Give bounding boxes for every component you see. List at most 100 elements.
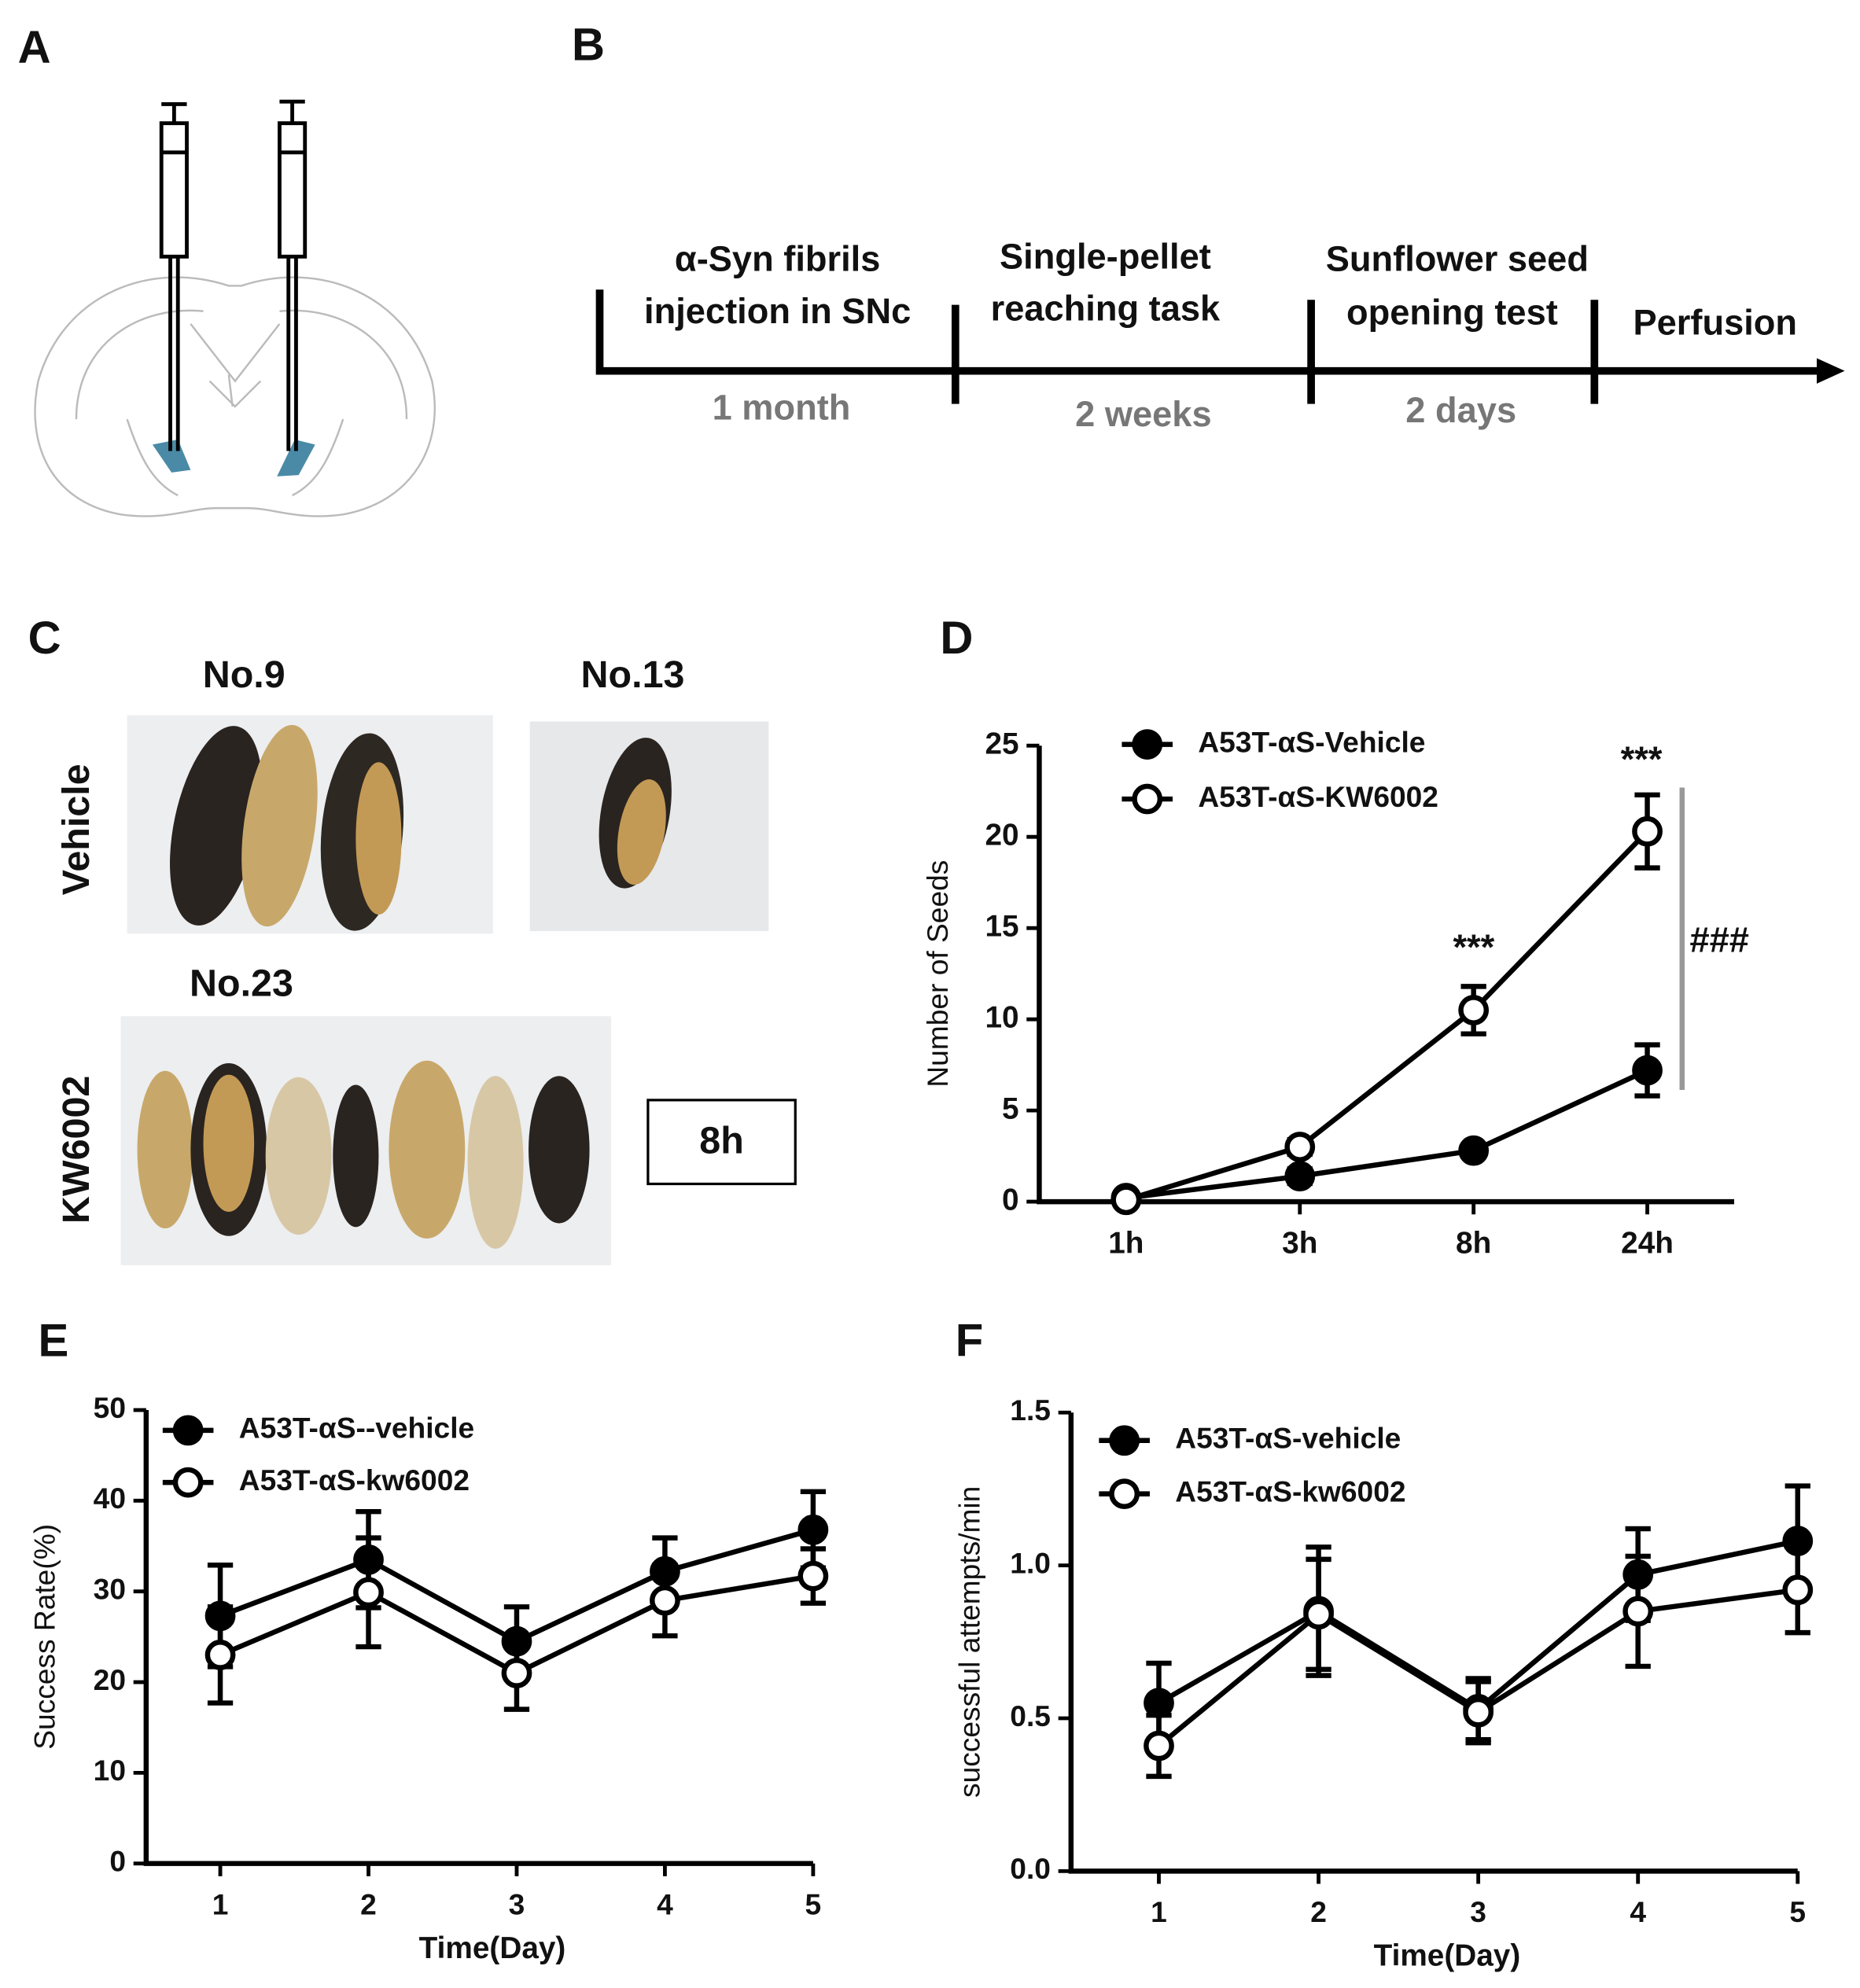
legend-marker [1132,783,1163,815]
legend-label: A53T-αS-Vehicle [1198,725,1425,758]
y-axis-label: successful attempts/min [953,1486,986,1798]
photo-label: No.23 [190,962,293,1004]
stage-text: Sunflower seed [1326,239,1589,279]
x-tick-label: 3 [509,1887,525,1920]
stage-text: Single-pellet [1000,236,1211,276]
marker [1110,1184,1142,1216]
y-tick-label: 0 [109,1845,126,1878]
time-box [646,1099,797,1186]
y-tick-label: 15 [985,909,1018,943]
marker [650,1585,680,1616]
y-tick-label: 1.0 [1010,1546,1051,1579]
marker [1782,1526,1814,1556]
series-line [1125,829,1649,1202]
marker [1632,1055,1663,1086]
stage-text: injection in SNc [644,291,911,331]
stage-text: opening test [1346,293,1558,333]
x-tick-label: 1 [1151,1895,1167,1928]
marker [501,1658,532,1688]
panel-label: C [28,613,61,664]
marker [1144,1730,1174,1762]
legend-marker [1132,729,1163,760]
legend-label: A53T-αS-kw6002 [1175,1474,1405,1508]
marker [1463,1696,1494,1728]
marker [1632,815,1663,847]
stage-duration: 1 month [713,388,851,428]
legend-label: A53T-αS-vehicle [1175,1422,1401,1455]
time-label: 8h [699,1120,744,1162]
x-tick-label: 5 [805,1887,822,1920]
panel-label: E [39,1315,69,1366]
x-tick-label: 1 [212,1887,229,1920]
marker [1622,1596,1654,1627]
y-tick-label: 0 [1002,1183,1019,1217]
y-tick-label: 0.0 [1010,1852,1051,1885]
stage-text: reaching task [991,289,1221,329]
marker [1284,1161,1316,1192]
y-tick-label: 40 [94,1482,126,1515]
stage-text: α-Syn fibrils [675,239,880,279]
marker [1622,1559,1654,1590]
y-tick-label: 20 [94,1663,126,1696]
x-axis-label: Time(Day) [419,1931,566,1965]
y-tick-label: 30 [94,1573,126,1606]
y-tick-label: 20 [985,818,1018,852]
x-tick-label: 4 [1630,1895,1646,1928]
legend-label: A53T-αS--vehicle [239,1412,474,1445]
x-axis-label: Time(Day) [1374,1938,1521,1972]
legend-marker [172,1467,204,1498]
x-tick-label: 1h [1108,1226,1144,1260]
photo-label: No.13 [581,653,685,696]
group-label: Vehicle [55,764,98,895]
legend-marker [1109,1478,1140,1510]
x-tick-label: 24h [1621,1226,1674,1260]
marker [1144,1688,1174,1718]
y-tick-label: 10 [94,1754,126,1787]
marker [353,1577,384,1608]
axis [1037,746,1735,1205]
y-tick-label: 5 [1002,1092,1019,1125]
x-tick-label: 2 [1310,1895,1327,1928]
stage-duration: 2 days [1405,390,1516,430]
marker [1303,1599,1334,1630]
x-tick-label: 2 [360,1887,377,1920]
marker [204,1600,236,1632]
x-tick-label: 5 [1789,1895,1806,1928]
panel-label: F [956,1315,984,1366]
marker [650,1555,680,1587]
marker [797,1514,829,1545]
x-tick-label: 3h [1282,1226,1317,1260]
panel-label: D [940,613,973,664]
y-tick-label: 25 [985,727,1018,760]
marker [353,1544,384,1575]
annotation: *** [1453,927,1494,967]
y-tick-label: 0.5 [1010,1699,1051,1732]
stage-duration: 2 weeks [1075,394,1211,434]
annotation: *** [1621,739,1663,779]
stage-end: Perfusion [1633,302,1798,342]
legend-label: A53T-αS-KW6002 [1198,780,1438,813]
panel-label: A [18,22,51,73]
annotation: ### [1689,920,1748,960]
x-tick-label: 8h [1456,1226,1491,1260]
panel-label: B [572,20,605,71]
marker [501,1625,532,1657]
y-tick-label: 10 [985,1000,1018,1034]
timeline [595,289,1845,404]
y-axis-label: Success Rate(%) [28,1524,61,1750]
marker [797,1560,829,1592]
y-tick-label: 1.5 [1010,1393,1051,1427]
series-line [1125,1068,1648,1201]
y-axis-label: Number of Seeds [921,860,954,1088]
photo-label: No.9 [203,653,285,696]
seed-photo [529,721,769,932]
marker [1782,1574,1814,1606]
y-tick-label: 50 [94,1391,126,1424]
legend-marker [172,1415,204,1446]
x-tick-label: 4 [657,1887,673,1920]
seed-photo [120,1016,612,1265]
marker [204,1640,236,1670]
marker [1458,995,1490,1025]
marker [1458,1135,1490,1166]
